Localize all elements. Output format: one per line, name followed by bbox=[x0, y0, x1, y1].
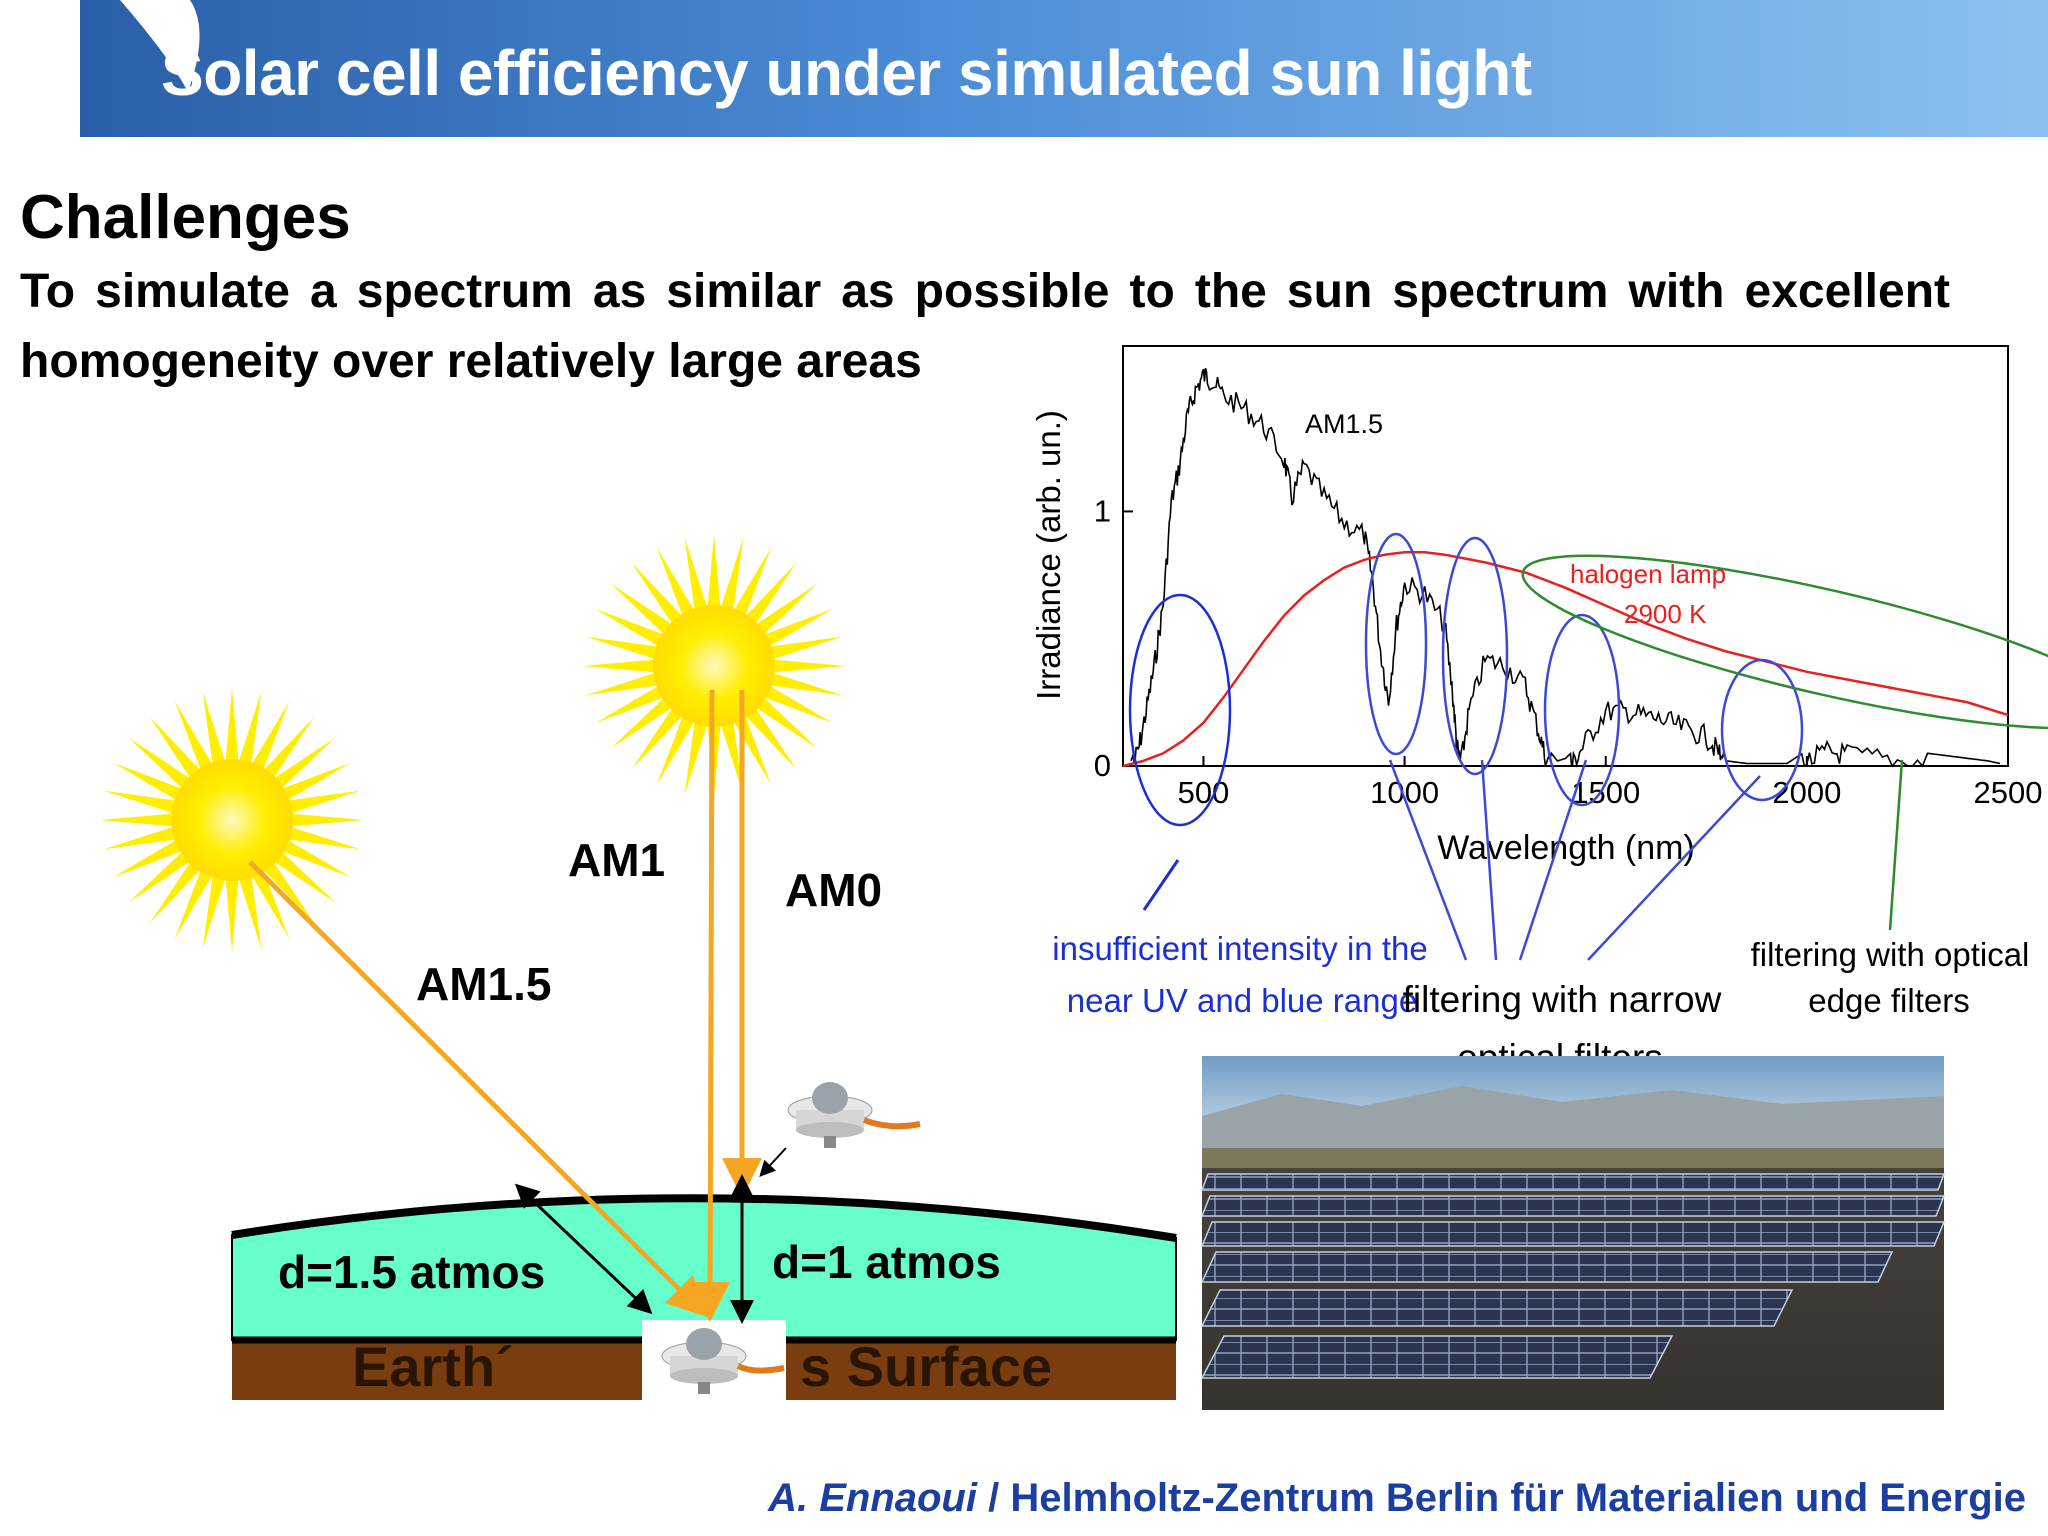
atmosphere-top-edge bbox=[231, 1194, 1177, 1242]
series-halogen-line bbox=[1122, 550, 2009, 768]
uv-range-ellipse bbox=[1128, 593, 1232, 827]
pyranometer-ground-icon bbox=[661, 1328, 785, 1394]
x-tick-label: 2500 bbox=[1974, 775, 2043, 810]
series-label-halogen-1: halogen lamp bbox=[1570, 559, 1726, 589]
solar-field-photo bbox=[1200, 1056, 1946, 1410]
solar-panel-rows bbox=[1200, 1173, 1946, 1379]
narrow-filter-ellipse-1 bbox=[1364, 532, 1428, 756]
narrow-leader-3 bbox=[1518, 759, 1588, 961]
narrow-leader-1 bbox=[1388, 759, 1468, 961]
edge-filter-label-box bbox=[1740, 920, 2040, 1022]
pyranometer-top-icon bbox=[787, 1082, 921, 1148]
uv-leader-line bbox=[1142, 859, 1180, 911]
solar-panel-row bbox=[1200, 1251, 1894, 1283]
path-label-d1: d=1 atmos bbox=[772, 1236, 1001, 1288]
intro-text-line-1: To simulate a spectrum as similar as pos… bbox=[20, 265, 1950, 318]
solar-panel-row bbox=[1200, 1173, 1946, 1191]
ray-label-am0: AM0 bbox=[785, 864, 882, 916]
y-tick-label: 0 bbox=[1094, 748, 1111, 783]
y-tick-label: 1 bbox=[1094, 493, 1111, 528]
footer-institute: / Helmholtz-Zentrum Berlin für Materiali… bbox=[976, 1476, 2026, 1520]
solar-panel-row bbox=[1200, 1335, 1674, 1379]
solar-panel-row bbox=[1200, 1195, 1946, 1217]
pointer-arrow bbox=[759, 1147, 787, 1177]
sun-core bbox=[171, 759, 293, 881]
series-label-halogen-2: 2900 K bbox=[1624, 599, 1707, 629]
solar-panel-row bbox=[1200, 1221, 1946, 1247]
uv-annotation-line-1: insufficient intensity in the bbox=[1052, 930, 1427, 967]
edge-annotation-line-2: edge filters bbox=[1808, 982, 1969, 1019]
edge-filter-ellipse bbox=[1521, 554, 2048, 730]
logo-swoosh-icon bbox=[120, 0, 200, 92]
path-label-d15: d=1.5 atmos bbox=[278, 1246, 545, 1298]
solar-panel-row bbox=[1200, 1289, 1794, 1327]
intro-text-line-2: homogeneity over relatively large areas bbox=[20, 335, 922, 388]
sun-low-icon bbox=[100, 688, 364, 952]
header-bar bbox=[80, 0, 2048, 137]
ray-am1 bbox=[690, 689, 731, 1322]
narrow-leader-2 bbox=[1480, 759, 1498, 961]
page-title: Solar cell efficiency under simulated su… bbox=[161, 37, 1532, 109]
x-axis-title: Wavelength (nm) bbox=[1437, 829, 1695, 867]
footer-author: A. Ennaoui bbox=[768, 1476, 977, 1520]
narrow-leader-4 bbox=[1587, 775, 1761, 961]
ray-label-am15: AM1.5 bbox=[416, 958, 551, 1010]
ray-label-am1: AM1 bbox=[568, 834, 665, 886]
air-mass-diagram: AM1.5 AM1 AM0 d=1.5 atmos d=1 atmos Eart… bbox=[100, 534, 1177, 1415]
surface-label-left: Earth´ bbox=[352, 1335, 514, 1398]
x-tick-label: 2000 bbox=[1772, 775, 1841, 810]
narrow-filter-ellipse-4 bbox=[1720, 658, 1804, 802]
narrow-filter-ellipse-2 bbox=[1441, 536, 1509, 776]
surface-label-right: s Surface bbox=[800, 1335, 1052, 1398]
y-axis-title: Irradiance (arb. un.) bbox=[1030, 410, 1067, 700]
series-label-am15: AM1.5 bbox=[1305, 409, 1383, 439]
section-heading: Challenges bbox=[20, 183, 351, 252]
narrow-annotation-line-1: filtering with narrow bbox=[1403, 979, 1722, 1020]
uv-annotation-line-2: near UV and blue range bbox=[1067, 982, 1417, 1019]
edge-leader bbox=[1888, 759, 1904, 931]
edge-annotation-line-1: filtering with optical bbox=[1751, 936, 2030, 973]
path-arrow-d15 bbox=[514, 1183, 653, 1315]
footer-credit: A. Ennaoui / Helmholtz-Zentrum Berlin fü… bbox=[768, 1476, 2026, 1521]
series-am15-line bbox=[1130, 367, 2001, 768]
narrow-filter-ellipse-3 bbox=[1543, 613, 1621, 807]
x-tick-label: 1000 bbox=[1370, 775, 1439, 810]
